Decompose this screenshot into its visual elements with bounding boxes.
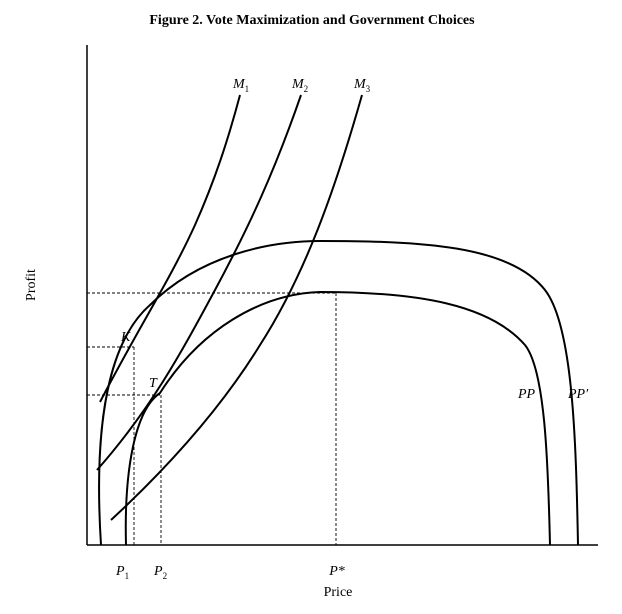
m1-curve [99,94,241,403]
m3-label-sub: 3 [366,84,371,94]
point-t-label: T [149,376,158,391]
p2-tick-label: P2 [153,564,167,581]
m1-label: M1 [232,77,249,94]
m3-label: M3 [353,77,371,94]
pp-prime-curve [98,239,579,546]
p1-tick-base: P [115,564,125,579]
m2-curve [96,94,302,471]
m1-label-base: M [232,77,246,92]
m3-curve [110,94,363,521]
p1-tick-label: P1 [115,564,129,581]
p2-tick-sub: 2 [163,571,168,581]
m1-label-sub: 1 [245,84,250,94]
x-axis-title: Price [324,585,353,600]
y-axis-title: Profit [24,269,39,301]
figure-title: Figure 2. Vote Maximization and Governme… [149,13,475,28]
p2-tick-base: P [153,564,163,579]
m2-label: M2 [291,77,308,94]
m2-label-sub: 2 [304,84,309,94]
m3-label-base: M [353,77,367,92]
p1-tick-sub: 1 [125,571,130,581]
m2-label-base: M [291,77,305,92]
pp-label: PP [517,387,536,402]
pp-prime-label: PP′ [567,387,589,402]
pp-curve [124,290,551,546]
point-k-label: K [120,330,131,345]
p-star-tick-label: P* [328,564,345,579]
